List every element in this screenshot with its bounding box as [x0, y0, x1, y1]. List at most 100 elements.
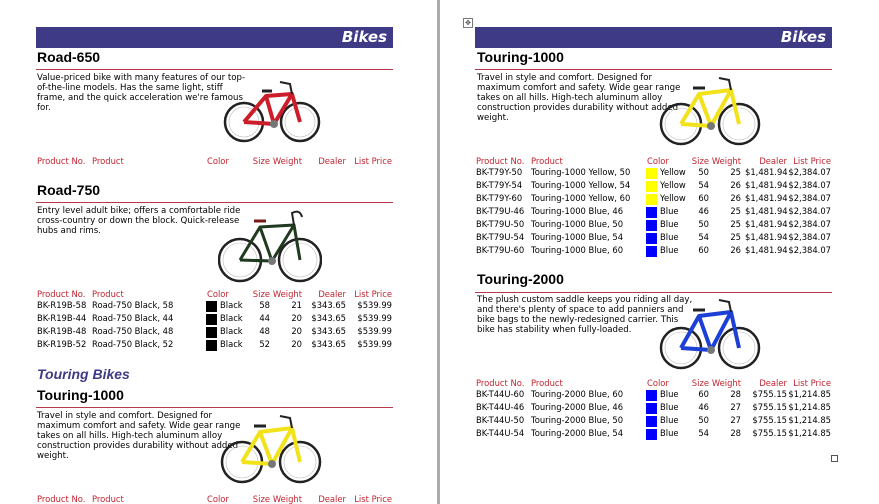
cell-product-name: Road-750 Black, 48 [92, 326, 174, 336]
color-swatch [206, 340, 217, 351]
cell-weight: 27 [730, 415, 741, 425]
cell-list-price: $2,384.07 [788, 245, 831, 255]
desc-line: and there's plenty of space to add panni… [477, 305, 684, 315]
product-description-road-650: Value-priced bike with many features of … [37, 73, 245, 113]
cell-size: 60 [698, 193, 709, 203]
column-headers: Product No. Product Color Size Weight De… [0, 494, 437, 504]
cell-color: Blue [660, 415, 679, 425]
cell-product-no: BK-T44U-60 [476, 389, 525, 399]
cell-product-name: Road-750 Black, 58 [92, 300, 174, 310]
color-swatch [206, 327, 217, 338]
cell-dealer-price: $755.15 [752, 389, 787, 399]
cell-weight: 25 [730, 232, 741, 242]
col-list-price: List Price [354, 494, 392, 504]
cell-weight: 20 [291, 339, 302, 349]
product-title-touring-1000: Touring-1000 [477, 49, 564, 65]
cell-dealer-price: $1,481.94 [745, 193, 788, 203]
table-row: BK-T44U-50 Touring-2000 Blue, 50 Blue 50 27 $… [440, 415, 879, 428]
cell-weight: 25 [730, 219, 741, 229]
cell-size: 50 [698, 219, 709, 229]
col-weight: Weight [711, 156, 741, 166]
desc-line: of-the-line models. Has the same light, … [37, 83, 223, 93]
col-product: Product [531, 378, 563, 388]
cell-product-no: BK-R19B-44 [37, 313, 87, 323]
color-swatch [646, 416, 657, 427]
cell-list-price: $1,214.85 [788, 428, 831, 438]
col-weight: Weight [272, 156, 302, 166]
cell-product-no: BK-R19B-48 [37, 326, 87, 336]
product-description-touring-1000: Travel in style and comfort. Designed fo… [37, 411, 240, 461]
table-row: BK-T44U-46 Touring-2000 Blue, 46 Blue 46 27 $… [440, 402, 879, 415]
cell-weight: 26 [730, 245, 741, 255]
table-row: BK-T79U-60 Touring-1000 Blue, 60 Blue 60 26 $… [440, 245, 879, 258]
cell-product-no: BK-T79U-54 [476, 232, 525, 242]
table-row: BK-T79Y-60 Touring-1000 Yellow, 60 Yellow 6… [440, 193, 879, 206]
cell-size: 58 [259, 300, 270, 310]
column-headers: Product No. Product Color Size Weight De… [0, 289, 437, 300]
bike-image-touring-2000 [659, 299, 761, 370]
cell-dealer-price: $755.15 [752, 428, 787, 438]
table-row: BK-R19B-58 Road-750 Black, 58 Black 58 21 $34… [0, 300, 437, 313]
cell-size: 60 [698, 245, 709, 255]
color-swatch [646, 429, 657, 440]
cell-product-name: Touring-1000 Blue, 60 [531, 245, 624, 255]
desc-line: bike bags to the newly-redesigned carrie… [477, 315, 679, 325]
cell-color: Blue [660, 232, 679, 242]
table-row: BK-T44U-60 Touring-2000 Blue, 60 Blue 60 28 $… [440, 389, 879, 402]
col-list-price: List Price [793, 378, 831, 388]
desc-line: Entry level adult bike; offers a comfort… [37, 206, 241, 216]
cell-dealer-price: $1,481.94 [745, 219, 788, 229]
col-list-price: List Price [793, 156, 831, 166]
cell-product-name: Touring-1000 Blue, 46 [531, 206, 624, 216]
col-product: Product [92, 494, 124, 504]
cell-weight: 21 [291, 300, 302, 310]
table-row: BK-T79U-50 Touring-1000 Blue, 50 Blue 50 25 $… [440, 219, 879, 232]
cell-list-price: $539.99 [357, 326, 392, 336]
cell-size: 46 [698, 206, 709, 216]
col-product: Product [531, 156, 563, 166]
col-dealer: Dealer [318, 156, 346, 166]
color-swatch [646, 207, 657, 218]
cell-size: 50 [698, 415, 709, 425]
divider [36, 407, 393, 408]
cell-product-name: Road-750 Black, 52 [92, 339, 174, 349]
col-product: Product [92, 156, 124, 166]
cell-product-no: BK-T44U-50 [476, 415, 525, 425]
table-row: BK-T79Y-54 Touring-1000 Yellow, 54 Yellow 5… [440, 180, 879, 193]
cell-dealer-price: $1,481.94 [745, 232, 788, 242]
cell-size: 48 [259, 326, 270, 336]
cell-color: Blue [660, 206, 679, 216]
col-product-no: Product No. [37, 156, 86, 166]
category-banner: Bikes [475, 27, 832, 48]
banner-title: Bikes [780, 28, 826, 46]
cell-weight: 28 [730, 428, 741, 438]
cell-color: Yellow [660, 180, 686, 190]
table-resize-handle[interactable] [831, 455, 838, 462]
cell-product-no: BK-T79Y-60 [476, 193, 523, 203]
desc-line: construction provides durability without… [477, 103, 679, 113]
cell-color: Blue [660, 245, 679, 255]
cell-weight: 20 [291, 326, 302, 336]
col-size: Size [252, 289, 270, 299]
cell-list-price: $1,214.85 [788, 402, 831, 412]
desc-line: construction provides durability without… [37, 441, 239, 451]
cell-list-price: $2,384.07 [788, 180, 831, 190]
cell-size: 52 [259, 339, 270, 349]
table-row: BK-T79Y-50 Touring-1000 Yellow, 50 Yellow 5… [440, 167, 879, 180]
cell-weight: 25 [730, 206, 741, 216]
section-heading-touring-bikes: Touring Bikes [37, 366, 130, 382]
color-swatch [646, 220, 657, 231]
table-move-handle-icon[interactable]: ✥ [463, 18, 473, 28]
cell-color: Black [220, 339, 243, 349]
column-headers: Product No. Product Color Size Weight De… [440, 156, 879, 167]
col-product-no: Product No. [476, 156, 525, 166]
cell-dealer-price: $343.65 [311, 300, 346, 310]
category-banner: Bikes [36, 27, 393, 48]
cell-product-name: Touring-1000 Yellow, 54 [531, 180, 631, 190]
desc-line: maximum comfort and safety. Wide gear ra… [477, 83, 681, 93]
desc-line: for. [37, 103, 51, 113]
cell-size: 54 [698, 232, 709, 242]
color-swatch [206, 314, 217, 325]
desc-line: Value-priced bike with many features of … [37, 73, 246, 83]
cell-product-no: BK-T44U-46 [476, 402, 525, 412]
